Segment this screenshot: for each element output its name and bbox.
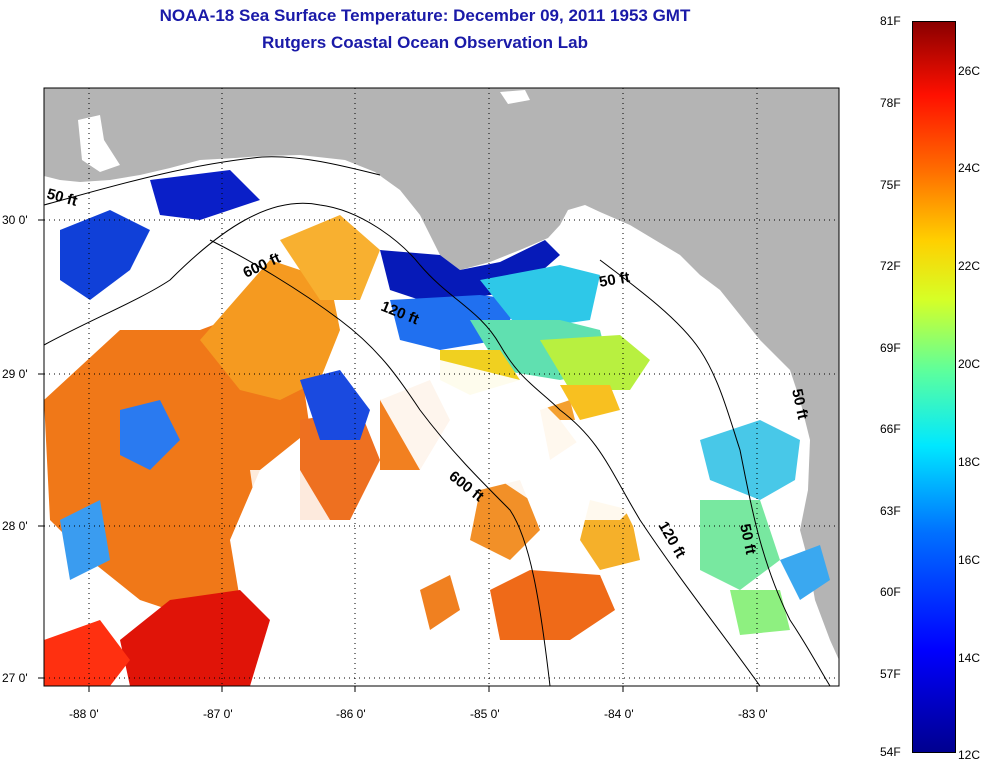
temperature-colorbar bbox=[912, 21, 956, 753]
colorbar-f-label: 60F bbox=[880, 585, 901, 599]
lat-label: 29 0' bbox=[2, 367, 28, 381]
plot-frame bbox=[43, 87, 840, 687]
colorbar-c-label: 24C bbox=[958, 161, 981, 175]
colorbar-f-label: 78F bbox=[880, 96, 901, 110]
lat-label: 27 0' bbox=[2, 671, 28, 685]
lat-label: 30 0' bbox=[2, 213, 28, 227]
colorbar-c-label: 14C bbox=[958, 651, 981, 665]
lon-label: -85 0' bbox=[470, 707, 500, 721]
colorbar-c-label: 20C bbox=[958, 357, 981, 371]
colorbar-c-label: 16C bbox=[958, 553, 981, 567]
map-subtitle: Rutgers Coastal Ocean Observation Lab bbox=[262, 33, 588, 52]
contour-label: 50 ft bbox=[598, 269, 631, 291]
land-mass bbox=[44, 88, 839, 660]
lon-label: -88 0' bbox=[69, 707, 99, 721]
colorbar-c-label: 12C bbox=[958, 748, 981, 762]
lake bbox=[500, 90, 530, 104]
colorbar-f-label: 69F bbox=[880, 341, 901, 355]
colorbar-c-label: 26C bbox=[958, 64, 981, 78]
map-title: NOAA-18 Sea Surface Temperature: Decembe… bbox=[159, 6, 691, 25]
lon-label: -86 0' bbox=[336, 707, 366, 721]
lon-label: -87 0' bbox=[203, 707, 233, 721]
lon-label: -83 0' bbox=[738, 707, 768, 721]
colorbar-f-label: 54F bbox=[880, 745, 901, 759]
contour-label: 50 ft bbox=[736, 522, 759, 556]
colorbar-f-label: 81F bbox=[880, 14, 901, 28]
colorbar-f-label: 75F bbox=[880, 178, 901, 192]
nodata-areas bbox=[250, 360, 700, 560]
lon-label: -84 0' bbox=[604, 707, 634, 721]
colorbar-f-label: 66F bbox=[880, 422, 901, 436]
colorbar-f-label: 57F bbox=[880, 667, 901, 681]
lat-label: 28 0' bbox=[2, 519, 28, 533]
axis-ticks bbox=[38, 219, 758, 692]
contour-label: 50 ft bbox=[788, 387, 811, 421]
colorbar-f-label: 72F bbox=[880, 259, 901, 273]
colorbar-c-label: 18C bbox=[958, 455, 981, 469]
colorbar-c-label: 22C bbox=[958, 259, 981, 273]
bay bbox=[78, 115, 120, 172]
bathymetry-contours bbox=[44, 156, 831, 686]
colorbar-f-label: 63F bbox=[880, 504, 901, 518]
